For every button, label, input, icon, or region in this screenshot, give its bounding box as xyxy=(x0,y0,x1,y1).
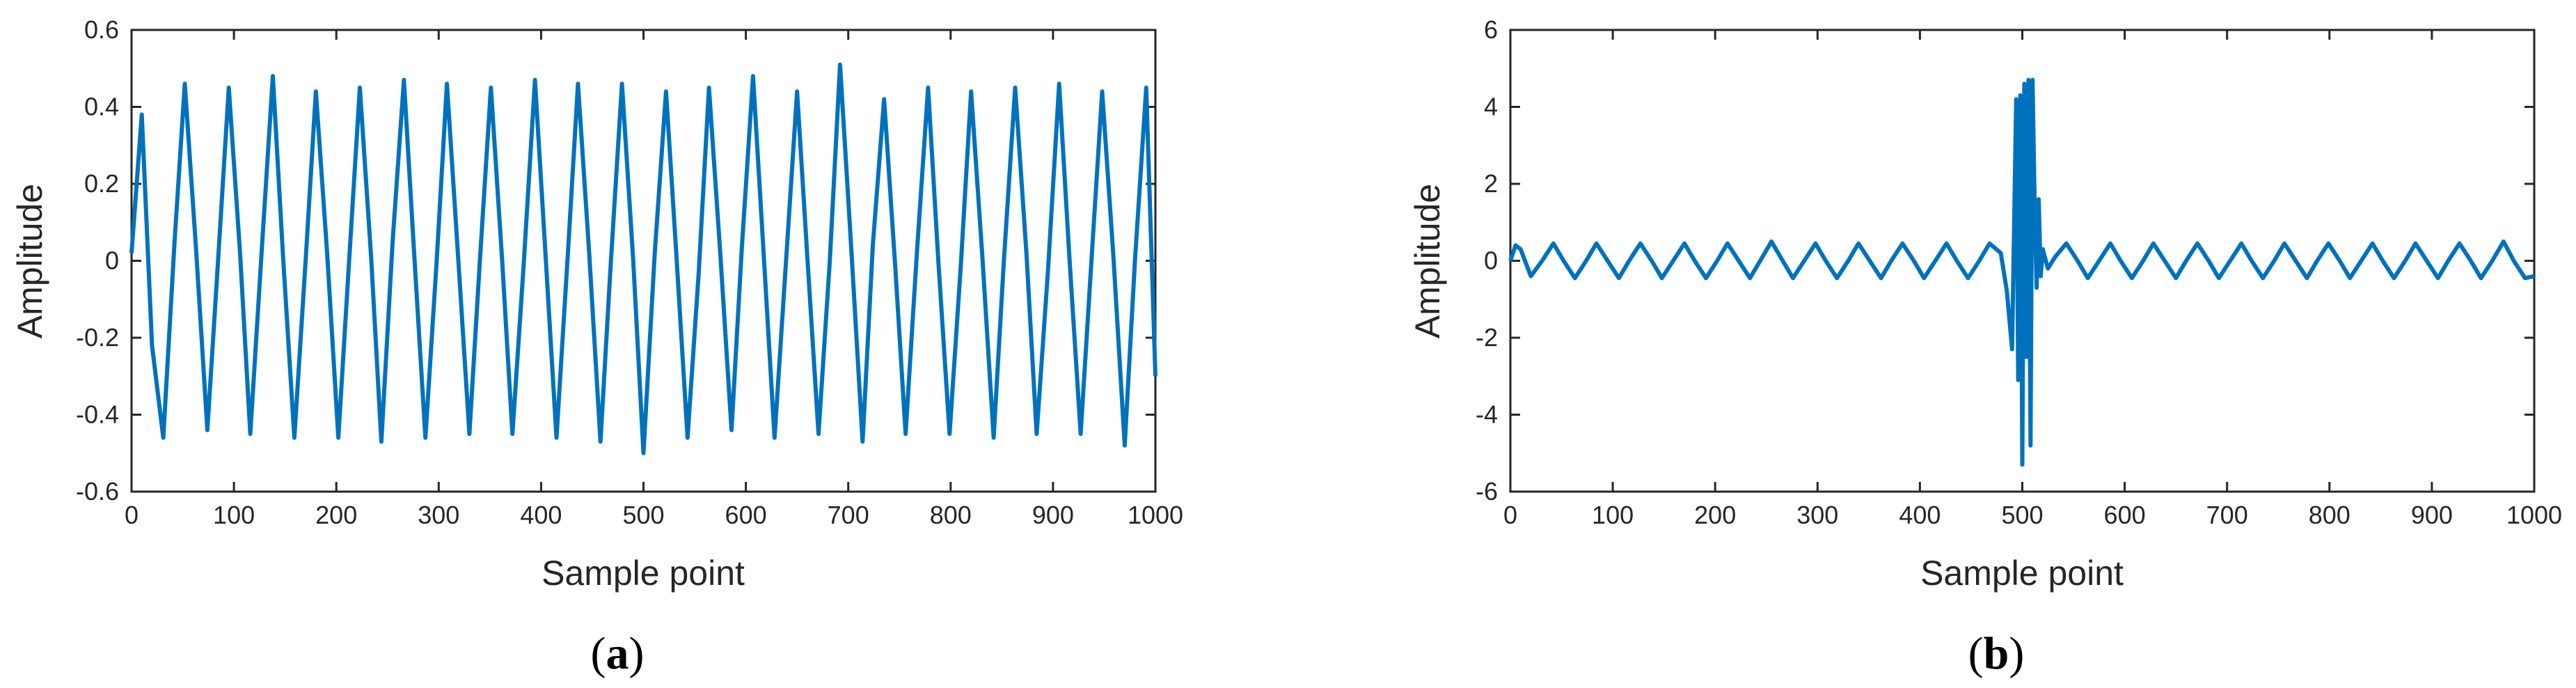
x-tick-label: 200 xyxy=(315,501,357,529)
y-ticks-b: -6 -4 -2 0 2 4 6 xyxy=(1476,15,2534,506)
y-tick-label: 0.2 xyxy=(84,169,119,198)
y-tick-label: 6 xyxy=(1484,15,1498,44)
signal-line-b xyxy=(1508,77,2535,467)
y-tick-label: -4 xyxy=(1476,400,1498,429)
y-tick-label: 0 xyxy=(105,247,119,275)
x-axis-label-b: Sample point xyxy=(1920,554,2124,593)
chart-panel-b: 0 100 200 300 400 500 600 700 800 900 1000 -6-4-20… xyxy=(1408,15,2562,679)
x-tick-label: 200 xyxy=(1694,501,1736,529)
x-tick-label: 1000 xyxy=(1128,501,1183,529)
chart-panel-a: 0 100 200 300 400 500 600 700 800 900 1000 -0.6 -0.… xyxy=(10,15,1183,679)
x-tick-label: 900 xyxy=(1032,501,1074,529)
x-tick-label: 500 xyxy=(2001,501,2043,529)
y-tick-label: 0.4 xyxy=(84,93,119,121)
x-tick-label: 300 xyxy=(418,501,459,529)
x-tick-label: 800 xyxy=(930,501,972,529)
x-tick-label: 1000 xyxy=(2506,501,2562,529)
x-tick-label: 100 xyxy=(213,501,255,529)
x-tick-label: 0 xyxy=(1503,501,1517,529)
y-tick-label: 0 xyxy=(1484,247,1498,275)
x-tick-label: 900 xyxy=(2411,501,2453,529)
y-tick-label: -0.4 xyxy=(76,400,119,429)
x-tick-label: 700 xyxy=(828,501,869,529)
x-tick-label: 400 xyxy=(520,501,562,529)
caption-a: (a) xyxy=(591,628,645,679)
x-tick-label: 800 xyxy=(2309,501,2350,529)
x-tick-label: 300 xyxy=(1796,501,1838,529)
y-tick-label: -0.2 xyxy=(76,323,119,352)
y-tick-label: 4 xyxy=(1484,93,1498,121)
x-tick-label: 600 xyxy=(2104,501,2146,529)
y-tick-label: 0.6 xyxy=(84,15,119,44)
x-ticks-b: 0 100 200 300 400 500 600 700 800 900 1000 xyxy=(1503,30,2562,529)
y-tick-label: -2 xyxy=(1476,323,1498,352)
x-tick-label: 0 xyxy=(125,501,139,529)
x-tick-label: 600 xyxy=(725,501,767,529)
x-tick-label: 400 xyxy=(1899,501,1941,529)
y-axis-label-b: Amplitude xyxy=(1408,184,1447,338)
y-tick-label: -6 xyxy=(1476,477,1498,506)
y-tick-label: -0.6 xyxy=(76,477,119,506)
x-tick-label: 100 xyxy=(1592,501,1634,529)
y-axis-label-a: Amplitude xyxy=(10,184,49,338)
x-ticks-a: 0 100 200 300 400 500 600 700 800 900 1000 xyxy=(125,30,1183,529)
signal-line-a xyxy=(129,62,1157,455)
y-tick-label: 2 xyxy=(1484,169,1498,198)
x-axis-label-a: Sample point xyxy=(542,554,745,593)
x-tick-label: 500 xyxy=(622,501,664,529)
x-tick-label: 700 xyxy=(2206,501,2248,529)
caption-b: (b) xyxy=(1968,628,2025,679)
